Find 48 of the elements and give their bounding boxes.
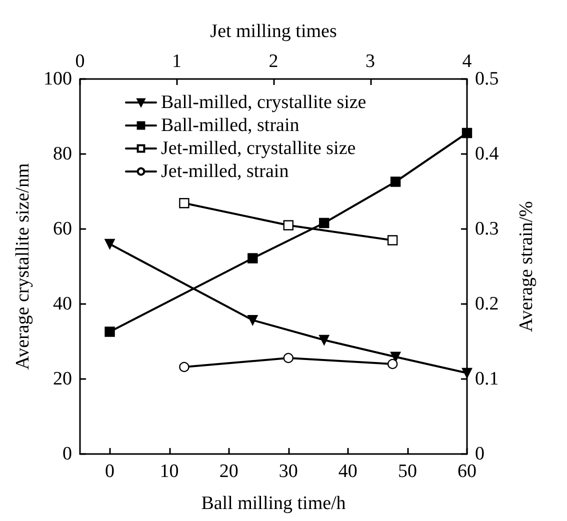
x2-tick-label: 0 <box>75 51 85 72</box>
y2-tick-label: 0.3 <box>475 218 499 240</box>
y-tick-label: 0 <box>62 444 72 464</box>
y-tick-label: 100 <box>44 68 72 90</box>
y2-axis-title: Average strain/% <box>516 200 537 332</box>
legend-label: Jet-milled, crystallite size <box>161 138 356 159</box>
y2-tick-label: 0.4 <box>475 144 500 164</box>
point <box>462 128 472 138</box>
point <box>387 358 398 370</box>
point <box>283 220 294 230</box>
point <box>390 352 401 362</box>
x2-tick-label: 4 <box>462 51 472 72</box>
x-tick-label: 10 <box>160 461 179 482</box>
legend-label: Ball-milled, strain <box>161 115 300 136</box>
point <box>179 198 190 208</box>
y-tick-label: 40 <box>53 294 72 314</box>
legend-label: Jet-milled, strain <box>161 161 290 182</box>
point <box>179 362 190 372</box>
y2-tick-label: 0.2 <box>475 294 499 314</box>
y-tick-label: 20 <box>53 368 72 390</box>
x-tick-label: 30 <box>278 461 298 482</box>
y-axis-title: Average crystallite size/nm <box>12 163 34 370</box>
x-tick-label: 20 <box>219 461 238 482</box>
point <box>248 253 258 264</box>
legend-label: Ball-milled, crystallite size <box>161 92 366 113</box>
point <box>387 235 398 246</box>
point <box>104 238 115 250</box>
x-tick-label: 0 <box>105 461 115 482</box>
point <box>319 334 330 346</box>
point <box>248 315 258 326</box>
y2-tick-label: 0 <box>475 444 484 464</box>
x2-tick-label: 2 <box>268 51 278 72</box>
x2-tick-label: 3 <box>366 51 375 72</box>
y-tick-label: 60 <box>53 218 72 240</box>
point <box>319 218 330 228</box>
x-axis-title: Ball milling time/h <box>201 493 346 514</box>
x2-tick-label: 1 <box>172 51 182 72</box>
x2-axis-title: Jet milling times <box>210 21 337 42</box>
x-tick-label: 50 <box>398 461 417 482</box>
x-tick-label: 40 <box>338 461 358 482</box>
point <box>462 368 472 378</box>
point <box>390 176 401 187</box>
x-tick-label: 60 <box>458 461 476 482</box>
point <box>104 326 115 337</box>
y2-tick-label: 0.5 <box>475 68 499 90</box>
y-tick-label: 80 <box>53 144 72 164</box>
point <box>283 352 294 364</box>
y2-tick-label: 0.1 <box>475 368 499 390</box>
